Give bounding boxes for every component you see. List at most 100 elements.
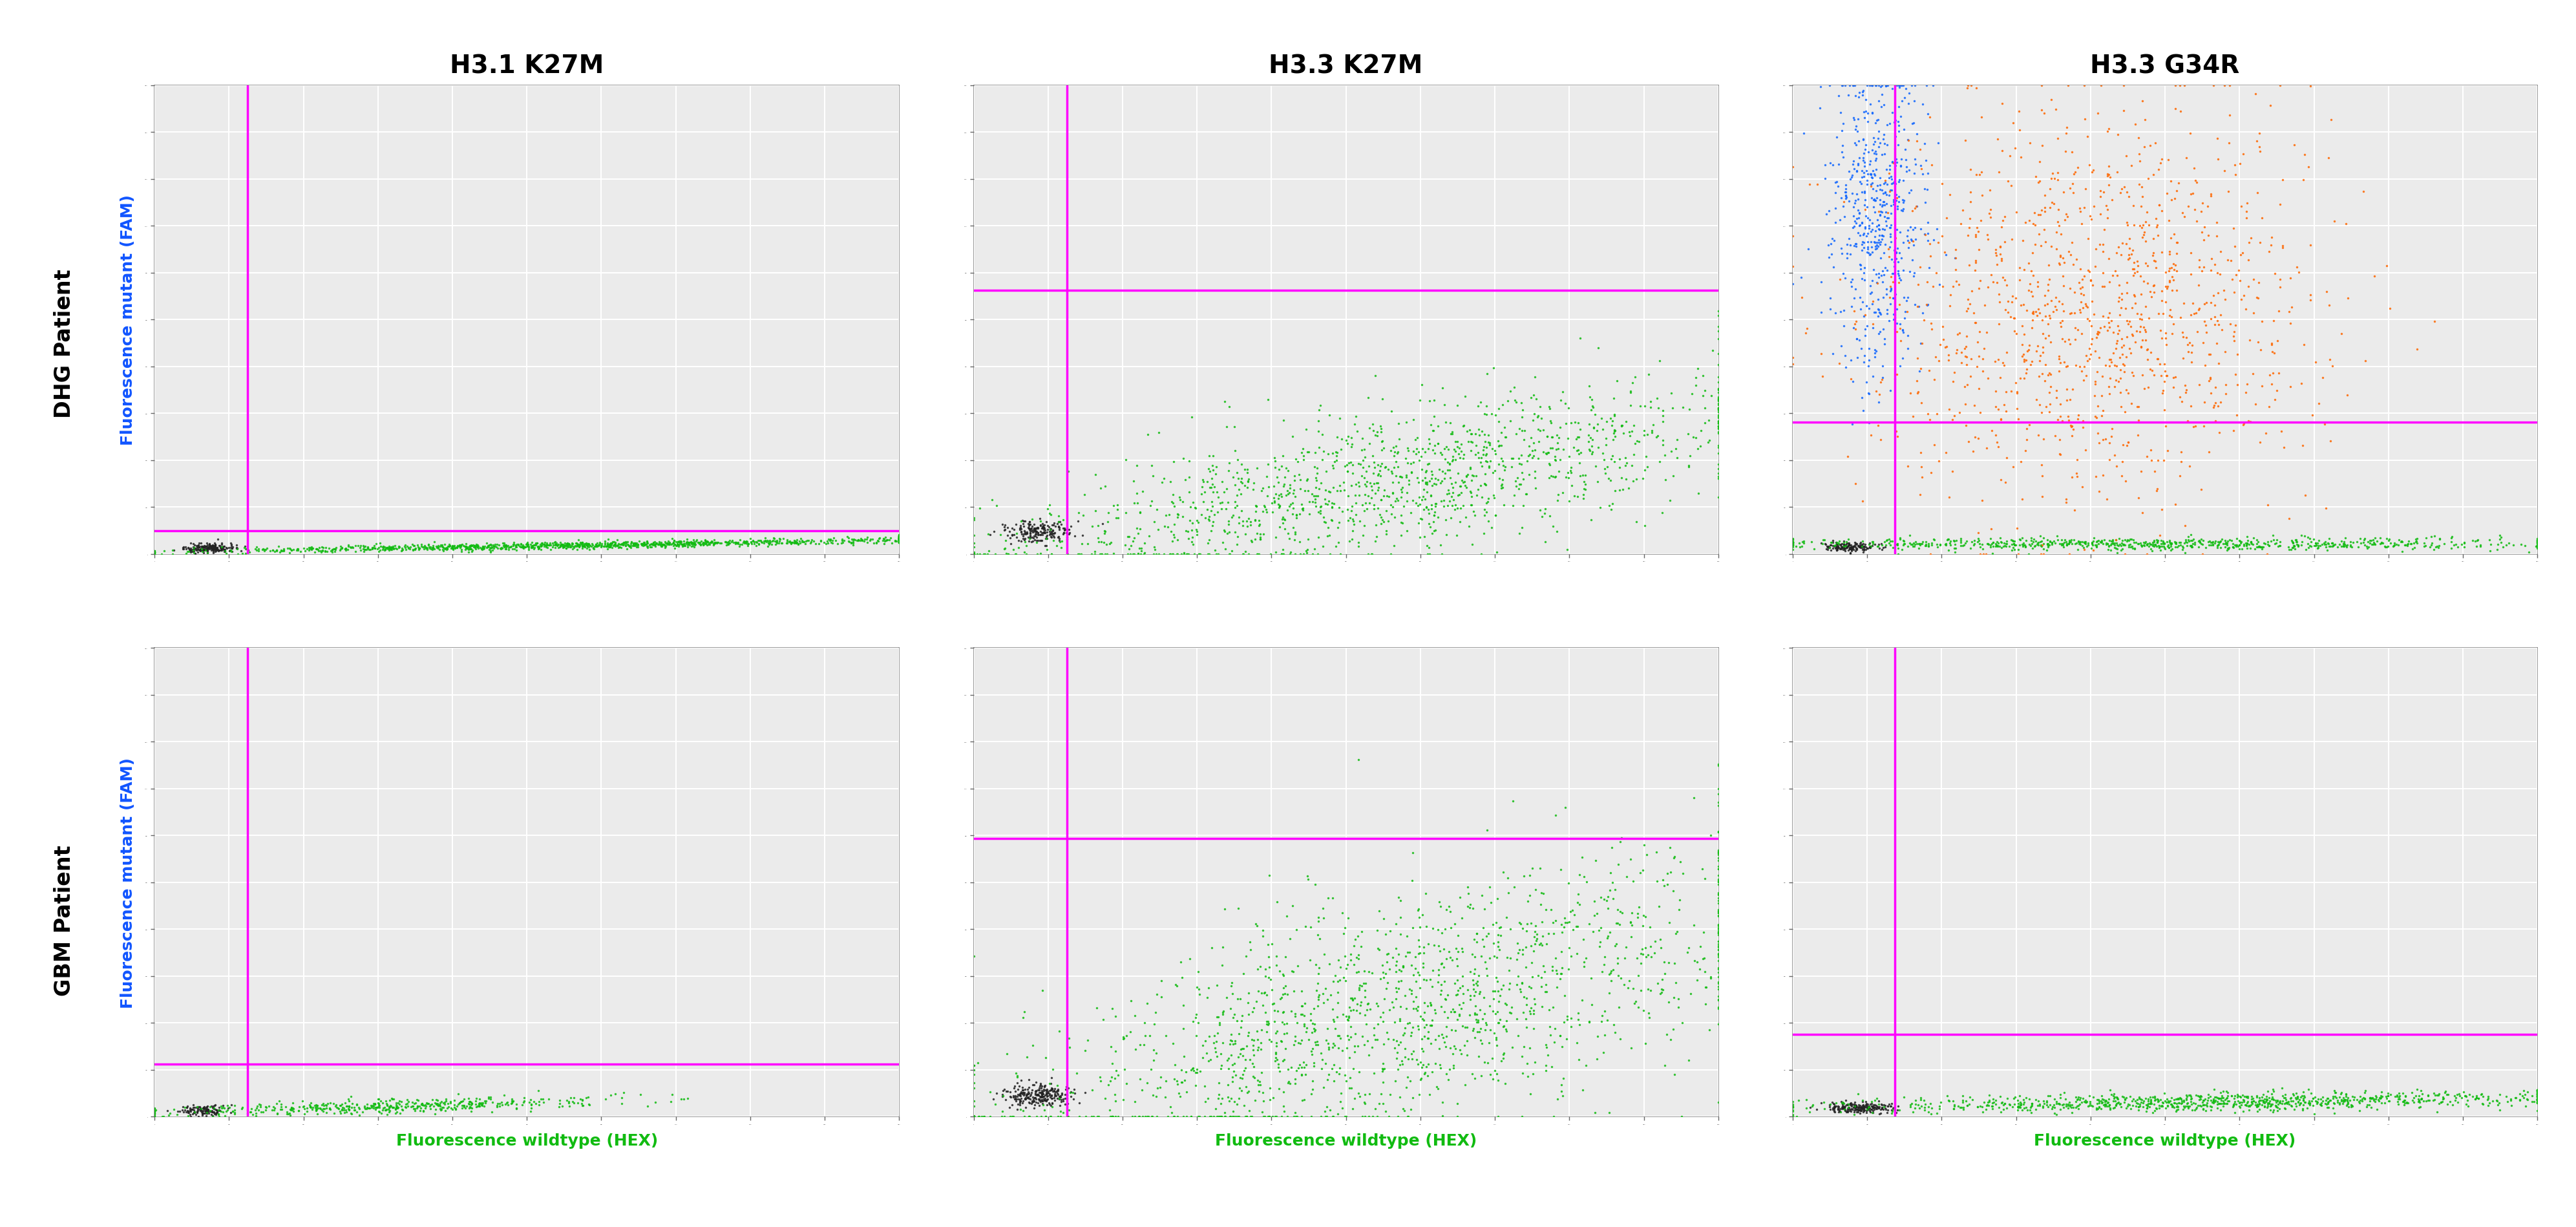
Point [2050,535,2092,555]
Point [1512,1004,1553,1023]
Point [693,534,734,553]
Point [1929,185,1971,205]
Point [1492,449,1533,469]
Point [1440,483,1481,503]
Point [1033,513,1074,533]
Point [714,533,755,552]
Point [1270,1058,1311,1077]
Point [283,1097,325,1117]
Point [371,1097,412,1117]
Point [1007,517,1048,536]
Point [1824,531,1865,551]
Point [327,536,368,556]
Point [394,540,435,560]
Point [1698,903,1739,923]
Point [1525,1060,1566,1080]
Point [590,535,631,555]
Point [1437,464,1479,483]
Point [2161,348,2202,368]
Point [878,530,920,550]
Point [443,537,484,557]
Point [1484,1049,1525,1069]
Point [1971,537,2012,557]
Point [2076,328,2117,347]
Point [2372,536,2414,556]
Point [173,537,214,557]
Point [379,1103,420,1123]
Point [1643,436,1685,455]
Point [1963,545,2004,564]
Point [1855,237,1896,256]
Point [2009,134,2050,153]
Point [1229,983,1270,1002]
Point [502,535,544,555]
Point [2058,274,2099,293]
Point [2027,366,2069,385]
Point [1121,541,1162,561]
Point [2151,324,2192,344]
Point [2357,1099,2398,1119]
Point [974,545,1015,564]
Point [1226,517,1267,536]
Point [2128,340,2169,360]
Point [878,529,920,548]
Point [1834,1099,1875,1119]
Point [2148,539,2190,558]
Point [667,534,708,553]
Point [1468,877,1510,897]
Point [2226,1087,2267,1107]
Point [1819,531,1860,551]
Point [549,537,590,557]
Point [1260,518,1301,537]
Point [2236,530,2277,550]
Point [1023,524,1064,544]
Point [1698,871,1739,891]
Point [546,534,587,553]
Point [183,541,224,561]
Point [1417,961,1458,980]
Point [1579,920,1620,940]
Point [1940,402,1981,422]
Point [2303,534,2344,553]
Point [1558,413,1600,433]
Point [2112,325,2154,345]
Point [2164,383,2205,402]
Point [1999,410,2040,429]
Point [2221,531,2262,551]
Point [232,1106,273,1125]
Point [634,533,675,552]
Point [2027,530,2069,550]
Point [1883,200,1924,220]
Point [1303,490,1345,509]
Point [1674,428,1716,448]
Point [386,540,428,560]
Point [1182,1048,1224,1067]
Point [206,544,247,563]
Point [1244,960,1285,979]
Point [1221,1006,1262,1026]
Point [348,539,389,558]
Point [1234,474,1275,493]
Point [1829,539,1870,558]
Point [1399,1020,1440,1039]
Point [1151,1103,1193,1123]
Point [1018,1083,1059,1103]
Point [425,1091,466,1110]
Point [2040,313,2081,333]
Point [193,1094,234,1114]
Point [2081,531,2123,551]
Point [1499,449,1540,469]
Point [1826,1102,1868,1121]
Point [1262,545,1303,564]
Point [1453,899,1494,919]
Point [562,533,603,552]
Point [2313,1093,2354,1113]
Point [989,1107,1030,1126]
Point [183,537,224,557]
Point [1801,534,1842,553]
Point [526,536,567,556]
Point [2105,535,2146,555]
Point [1533,517,1574,536]
Point [608,533,649,552]
Point [2329,1097,2370,1117]
